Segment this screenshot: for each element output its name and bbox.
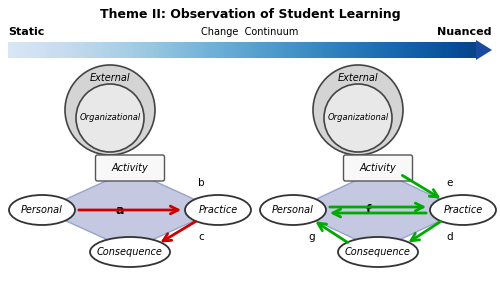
Text: External: External: [90, 73, 130, 83]
Text: Consequence: Consequence: [97, 247, 163, 257]
Ellipse shape: [324, 84, 392, 152]
Text: g: g: [308, 232, 314, 242]
Ellipse shape: [65, 65, 155, 155]
Text: Theme II: Observation of Student Learning: Theme II: Observation of Student Learnin…: [100, 8, 401, 21]
Ellipse shape: [338, 237, 418, 267]
Ellipse shape: [185, 195, 251, 225]
Ellipse shape: [430, 195, 496, 225]
Text: Organizational: Organizational: [328, 113, 388, 123]
Text: e: e: [446, 178, 452, 188]
FancyBboxPatch shape: [96, 155, 164, 181]
Text: Activity: Activity: [112, 163, 148, 173]
Text: Practice: Practice: [198, 205, 237, 215]
Text: b: b: [198, 178, 204, 188]
Text: a: a: [116, 203, 124, 216]
Polygon shape: [42, 170, 218, 250]
Ellipse shape: [260, 195, 326, 225]
Polygon shape: [476, 40, 492, 60]
Ellipse shape: [313, 65, 403, 155]
Text: c: c: [198, 232, 204, 242]
FancyBboxPatch shape: [344, 155, 412, 181]
Text: Personal: Personal: [21, 205, 63, 215]
Text: External: External: [338, 73, 378, 83]
Text: Nuanced: Nuanced: [438, 27, 492, 37]
Ellipse shape: [76, 84, 144, 152]
Text: Practice: Practice: [444, 205, 482, 215]
Ellipse shape: [90, 237, 170, 267]
Polygon shape: [293, 170, 463, 250]
Text: Activity: Activity: [360, 163, 397, 173]
Text: d: d: [446, 232, 452, 242]
Text: Static: Static: [8, 27, 44, 37]
Text: f: f: [365, 203, 371, 216]
Text: Consequence: Consequence: [345, 247, 411, 257]
Text: Personal: Personal: [272, 205, 314, 215]
Text: Change  Continuum: Change Continuum: [202, 27, 298, 37]
Ellipse shape: [9, 195, 75, 225]
Text: Organizational: Organizational: [80, 113, 140, 123]
